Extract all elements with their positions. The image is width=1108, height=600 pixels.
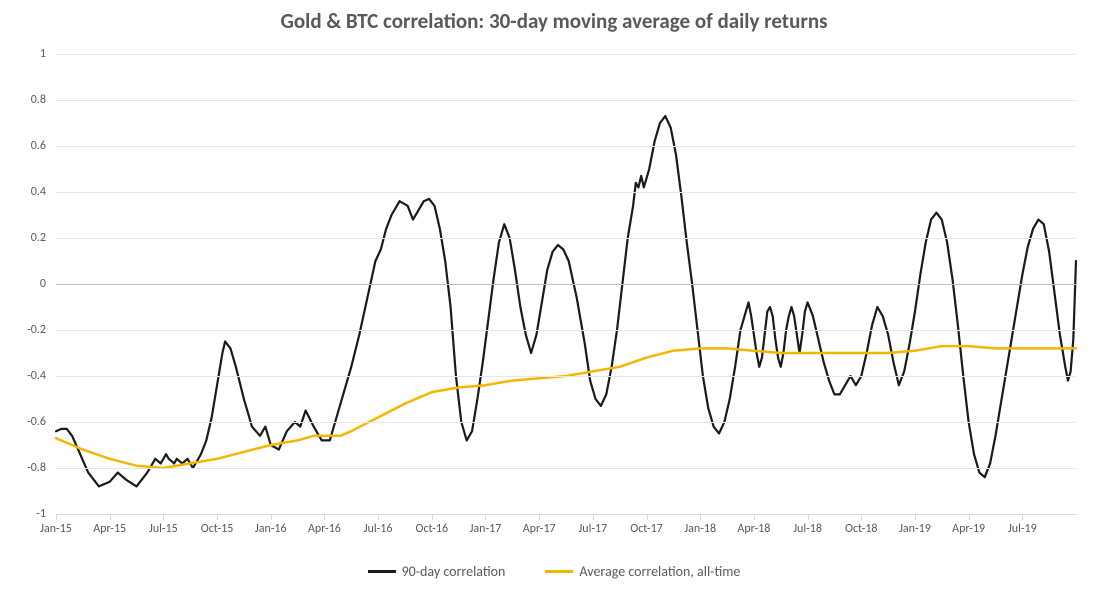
- y-gridline: [56, 330, 1076, 331]
- x-tick: [271, 514, 272, 520]
- y-gridline: [56, 422, 1076, 423]
- y-axis-label: 0.8: [0, 93, 46, 107]
- x-tick: [432, 514, 433, 520]
- x-tick: [1022, 514, 1023, 520]
- y-axis-label: -0.8: [0, 461, 46, 475]
- y-gridline: [56, 146, 1076, 147]
- x-axis-label: Jul-19: [1008, 522, 1037, 536]
- x-tick: [861, 514, 862, 520]
- x-tick: [915, 514, 916, 520]
- x-tick: [110, 514, 111, 520]
- x-tick: [647, 514, 648, 520]
- y-axis-label: -0.2: [0, 323, 46, 337]
- y-gridline: [56, 284, 1076, 285]
- x-tick: [808, 514, 809, 520]
- y-axis-label: -1: [0, 507, 46, 521]
- series-line: [56, 346, 1076, 468]
- y-axis-label: 1: [0, 47, 46, 61]
- x-tick: [539, 514, 540, 520]
- x-axis-label: Oct-17: [630, 522, 663, 536]
- x-axis-line: [56, 514, 1076, 515]
- x-tick: [163, 514, 164, 520]
- y-gridline: [56, 192, 1076, 193]
- chart-title: Gold & BTC correlation: 30-day moving av…: [0, 8, 1108, 34]
- x-axis-label: Apr-17: [523, 522, 556, 536]
- x-tick: [217, 514, 218, 520]
- x-axis-label: Jul-18: [793, 522, 822, 536]
- x-axis-label: Jan-15: [40, 522, 72, 536]
- y-gridline: [56, 468, 1076, 469]
- x-axis-label: Jul-16: [364, 522, 393, 536]
- y-axis-label: -0.4: [0, 369, 46, 383]
- legend-swatch: [545, 570, 573, 573]
- y-gridline: [56, 100, 1076, 101]
- x-axis-label: Apr-15: [93, 522, 126, 536]
- legend-label: 90-day correlation: [402, 563, 506, 580]
- x-axis-label: Oct-18: [845, 522, 878, 536]
- y-gridline: [56, 376, 1076, 377]
- y-axis-label: -0.6: [0, 415, 46, 429]
- legend-item: 90-day correlation: [368, 563, 506, 580]
- plot-area: [56, 54, 1076, 514]
- x-axis-label: Jul-17: [578, 522, 607, 536]
- x-axis-label: Jan-17: [470, 522, 502, 536]
- x-axis-label: Jan-18: [684, 522, 716, 536]
- x-axis-label: Jul-15: [149, 522, 178, 536]
- y-gridline: [56, 238, 1076, 239]
- x-axis-label: Oct-15: [201, 522, 234, 536]
- chart-legend: 90-day correlation Average correlation, a…: [0, 560, 1108, 580]
- x-tick: [378, 514, 379, 520]
- x-axis-label: Jan-19: [899, 522, 931, 536]
- series-line: [56, 116, 1076, 486]
- y-axis-label: 0.6: [0, 139, 46, 153]
- y-axis-label: 0: [0, 277, 46, 291]
- x-tick: [593, 514, 594, 520]
- x-axis-label: Apr-19: [952, 522, 985, 536]
- y-axis-label: 0.2: [0, 231, 46, 245]
- x-tick: [485, 514, 486, 520]
- legend-item: Average correlation, all-time: [545, 563, 740, 580]
- correlation-chart: Gold & BTC correlation: 30-day moving av…: [0, 0, 1108, 600]
- x-tick: [754, 514, 755, 520]
- y-axis-label: 0.4: [0, 185, 46, 199]
- x-axis-label: Apr-18: [737, 522, 770, 536]
- x-axis-label: Apr-16: [308, 522, 341, 536]
- legend-swatch: [368, 570, 396, 573]
- x-axis-label: Oct-16: [416, 522, 449, 536]
- y-gridline: [56, 54, 1076, 55]
- legend-label: Average correlation, all-time: [579, 563, 740, 580]
- x-tick: [969, 514, 970, 520]
- x-tick: [324, 514, 325, 520]
- x-tick: [700, 514, 701, 520]
- x-tick: [56, 514, 57, 520]
- x-axis-label: Jan-16: [255, 522, 287, 536]
